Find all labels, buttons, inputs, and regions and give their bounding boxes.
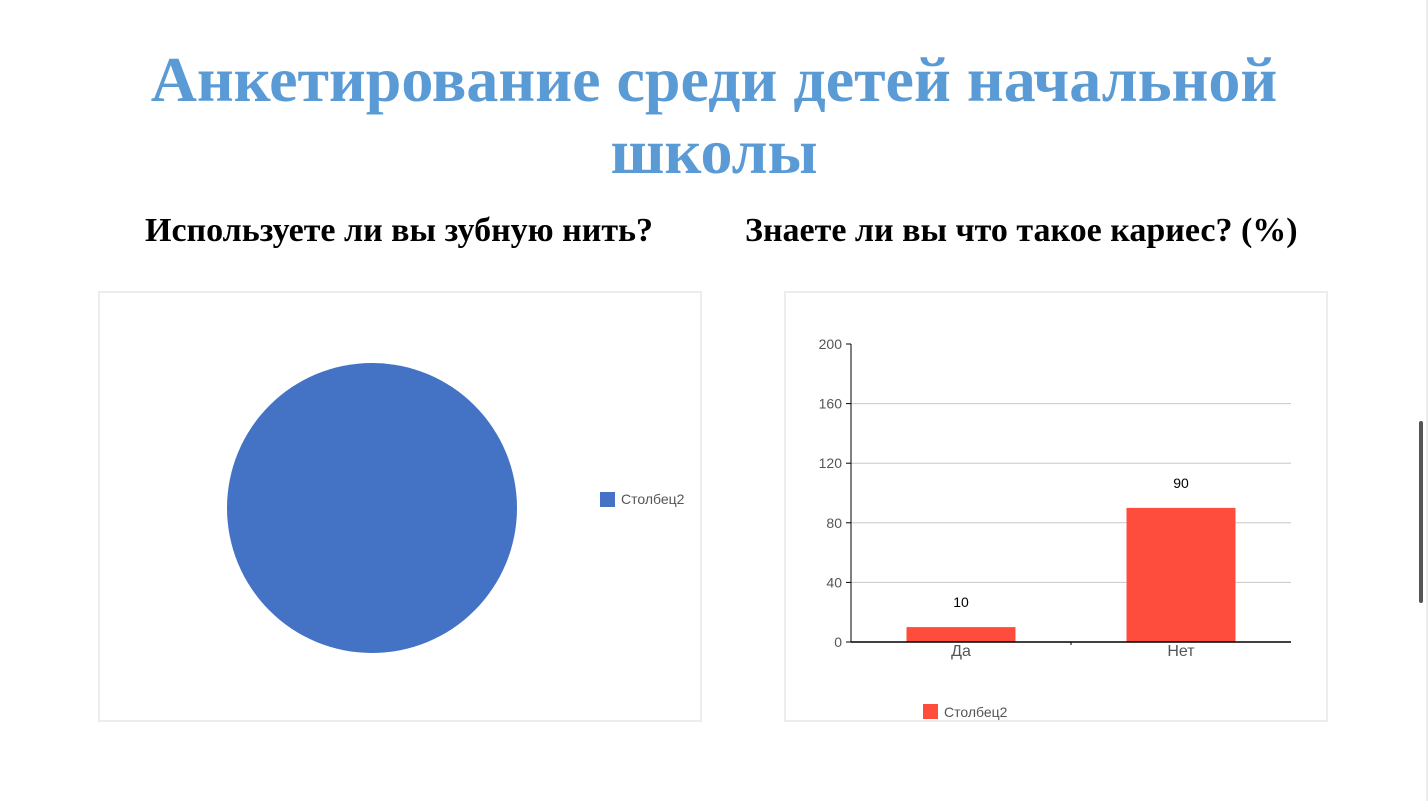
pie-chart-panel: Столбец2 <box>98 291 702 722</box>
pie-legend-swatch <box>600 492 615 507</box>
question-caries: Знаете ли вы что такое кариес? (%) <box>745 212 1298 249</box>
bar-data-label: 90 <box>1173 475 1189 491</box>
y-tick-label: 120 <box>819 455 843 471</box>
pie-chart: Столбец2 <box>227 363 685 653</box>
bar-net <box>1126 507 1236 642</box>
x-category-label: Нет <box>1167 643 1195 660</box>
y-tick-label: 200 <box>819 336 843 352</box>
x-category-label: Да <box>951 643 971 660</box>
bar-legend-label: Столбец2 <box>944 704 1008 720</box>
scroll-track[interactable] <box>1426 0 1428 801</box>
bar-data-label: 10 <box>953 594 969 610</box>
y-tick-label: 160 <box>819 396 843 412</box>
slide-title: Анкетирование среди детей начальной школы <box>150 44 1278 187</box>
pie-legend-label: Столбец2 <box>621 491 685 507</box>
bar-legend-swatch <box>923 704 938 719</box>
bar-chart-panel: 0 40 80 120 160 200 10 90 Да Нет Столбец2 <box>784 291 1328 722</box>
bar-chart: 0 40 80 120 160 200 10 90 Да Нет Столбец2 <box>819 336 1291 720</box>
bar-da <box>906 627 1016 642</box>
y-tick-label: 40 <box>826 574 842 590</box>
y-tick-label: 0 <box>834 634 842 650</box>
pie-slice <box>227 363 517 653</box>
question-floss: Используете ли вы зубную нить? <box>145 212 654 249</box>
y-tick-label: 80 <box>826 515 842 531</box>
scrollbar-thumb[interactable] <box>1419 421 1423 603</box>
